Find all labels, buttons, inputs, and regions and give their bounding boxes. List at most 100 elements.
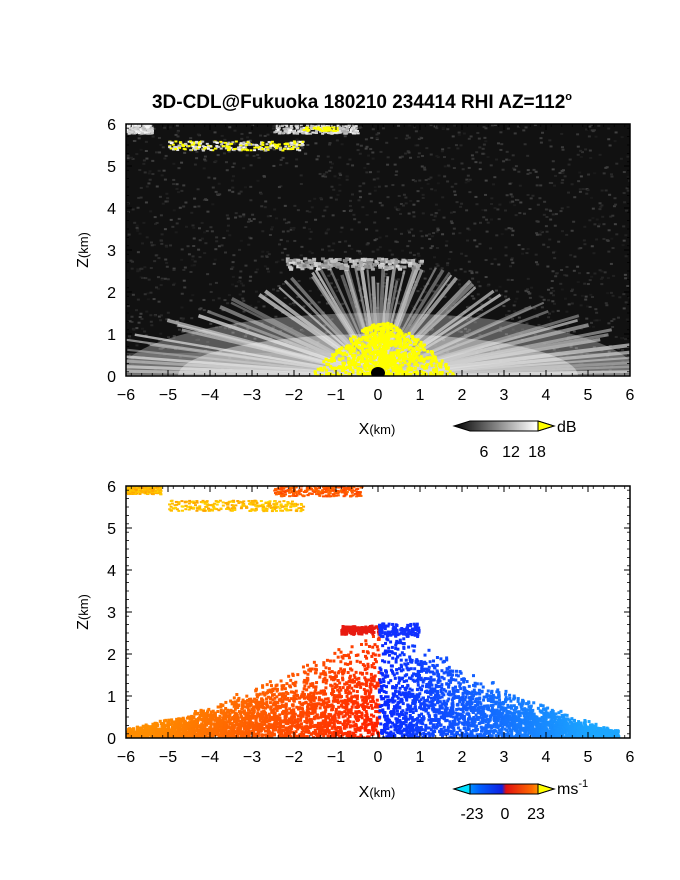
noise-pixel: [622, 293, 626, 296]
cloud-pixel: [325, 126, 329, 129]
cloud-pixel: [195, 142, 199, 145]
velocity-pixel: [231, 735, 235, 738]
noise-pixel: [257, 300, 261, 303]
cloud-pixel: [304, 128, 308, 131]
noise-pixel: [442, 216, 446, 219]
noise-pixel: [560, 269, 564, 272]
noise-pixel: [402, 193, 406, 196]
core-pixel: [403, 361, 407, 365]
noise-pixel: [227, 327, 231, 330]
noise-pixel: [581, 151, 585, 154]
cloud-pixel: [194, 147, 198, 150]
core-pixel: [386, 321, 390, 325]
noise-pixel: [365, 228, 369, 231]
noise-pixel: [172, 183, 176, 186]
noise-pixel: [220, 134, 224, 137]
velocity-pixel: [339, 688, 343, 692]
cloud-pixel: [148, 130, 152, 133]
noise-pixel: [179, 317, 183, 320]
cloud-pixel: [178, 146, 182, 149]
velocity-pixel: [367, 696, 371, 700]
velocity-pixel: [309, 691, 313, 695]
noise-pixel: [320, 198, 324, 201]
noise-pixel: [497, 263, 501, 266]
cloud-pixel: [169, 147, 173, 150]
title-degree: o: [565, 91, 572, 103]
core-pixel: [378, 323, 382, 327]
cloud-pixel: [128, 128, 132, 131]
noise-pixel: [435, 263, 439, 266]
core-pixel: [353, 335, 357, 339]
velocity-pixel: [279, 731, 283, 735]
cloud-pixel: [306, 129, 310, 132]
cloud-pixel: [300, 128, 304, 131]
noise-pixel: [262, 305, 266, 308]
noise-pixel: [560, 181, 564, 184]
layer-pixel: [312, 260, 317, 264]
cloud-pixel: [323, 127, 327, 130]
core-pixel: [435, 371, 439, 375]
layer-pixel: [377, 263, 382, 267]
core-pixel: [367, 349, 371, 353]
cloud-pixel: [281, 132, 285, 135]
noise-pixel: [625, 187, 629, 190]
noise-pixel: [594, 308, 598, 311]
noise-pixel: [191, 333, 195, 336]
noise-pixel: [314, 142, 318, 145]
noise-pixel: [217, 297, 221, 300]
noise-pixel: [480, 308, 484, 311]
noise-pixel: [295, 138, 299, 141]
velocity-pixel: [167, 718, 171, 722]
noise-pixel: [585, 317, 589, 320]
noise-pixel: [624, 277, 628, 280]
cloud-pixel: [239, 142, 243, 145]
noise-pixel: [219, 325, 223, 328]
noise-pixel: [371, 250, 375, 253]
noise-pixel: [330, 185, 334, 188]
noise-pixel: [561, 172, 565, 175]
cloud-pixel: [283, 147, 287, 150]
cloud-pixel: [287, 131, 291, 134]
core-pixel: [405, 373, 409, 376]
cloud-pixel: [297, 125, 301, 128]
cloud-pixel: [291, 129, 295, 132]
noise-pixel: [546, 265, 550, 268]
noise-pixel: [535, 233, 539, 236]
noise-pixel: [233, 142, 237, 145]
noise-pixel: [542, 213, 546, 216]
core-pixel: [366, 336, 370, 340]
velocity-pixel: [306, 702, 310, 706]
noise-pixel: [534, 253, 538, 256]
velocity-pixel: [146, 728, 150, 732]
noise-pixel: [407, 229, 411, 232]
noise-pixel: [401, 184, 405, 187]
noise-pixel: [553, 257, 557, 260]
layer-pixel: [402, 265, 407, 269]
noise-pixel: [304, 221, 308, 224]
velocity-pixel: [372, 684, 376, 688]
core-pixel: [401, 348, 405, 352]
noise-pixel: [362, 182, 366, 185]
noise-pixel: [483, 193, 487, 196]
cloud-pixel: [281, 149, 285, 152]
noise-pixel: [137, 269, 141, 272]
noise-pixel: [329, 161, 333, 164]
layer-pixel: [339, 263, 344, 267]
velocity-pixel: [288, 707, 292, 711]
noise-pixel: [549, 292, 553, 295]
core-pixel: [413, 366, 417, 370]
cloud-pixel: [325, 128, 329, 131]
noise-pixel: [136, 206, 140, 209]
core-pixel: [341, 353, 345, 357]
noise-pixel: [202, 167, 206, 170]
noise-pixel: [412, 203, 416, 206]
noise-pixel: [228, 234, 232, 237]
noise-pixel: [141, 242, 145, 245]
noise-pixel: [365, 243, 369, 246]
velocity-pixel: [347, 734, 351, 738]
velocity-pixel: [357, 718, 361, 722]
noise-pixel: [151, 135, 155, 138]
noise-pixel: [409, 156, 413, 159]
cloud-pixel: [226, 149, 230, 152]
noise-pixel: [314, 218, 318, 221]
